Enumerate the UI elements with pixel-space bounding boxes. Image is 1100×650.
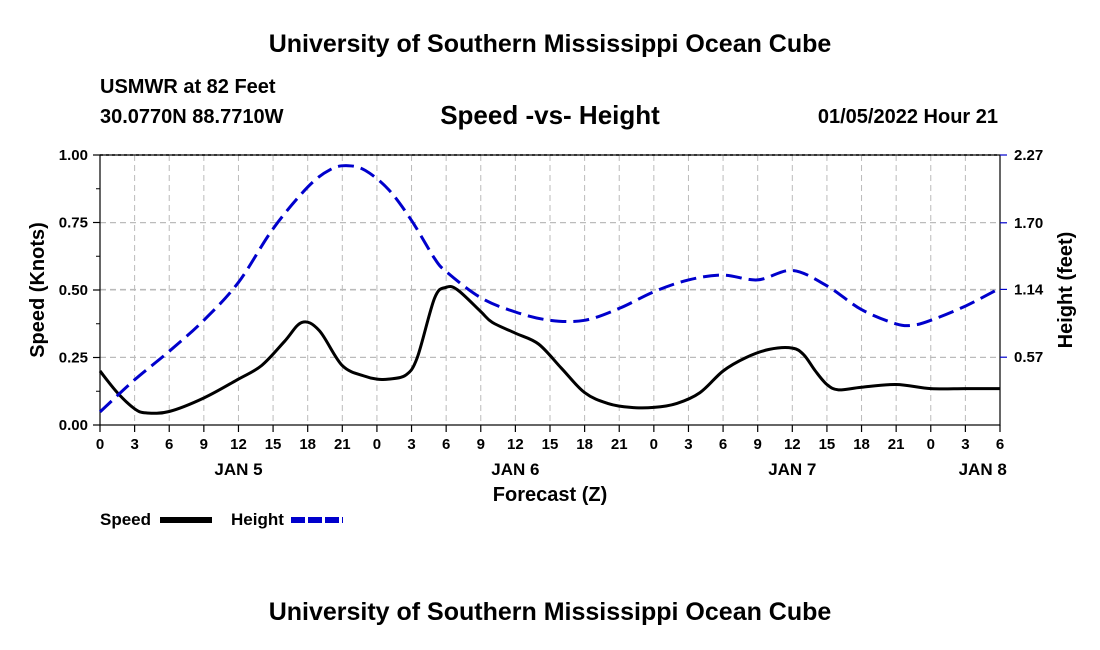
x-tick-label: 0 [927, 436, 935, 453]
height-series-line [98, 164, 1001, 414]
x-tick-label: 6 [996, 436, 1004, 453]
y2-tick-label: 1.14 [1014, 281, 1044, 298]
y-axis-label: Speed (Knots) [27, 222, 49, 358]
chart-title: University of Southern Mississippi Ocean… [268, 30, 832, 58]
coordinates-label: 30.0770N 88.7710W [100, 106, 284, 128]
x-tick-label: 12 [507, 436, 524, 453]
x-tick-label: 9 [754, 436, 762, 453]
x-tick-label: 3 [407, 436, 415, 453]
x-tick-label: 15 [542, 436, 559, 453]
date-label: JAN 5 [214, 460, 262, 479]
x-tick-label: 18 [576, 436, 593, 453]
date-label: JAN 6 [491, 460, 539, 479]
y-tick-label: 0.50 [59, 282, 88, 299]
x-tick-label: 18 [299, 436, 316, 453]
y-tick-label: 0.25 [59, 350, 88, 367]
grid [100, 155, 1000, 425]
y2-tick-label: 1.70 [1014, 215, 1043, 232]
y2-tick-label: 2.27 [1014, 147, 1043, 164]
date-label: JAN 7 [768, 460, 816, 479]
axes: 0 3 6 9 12 15 18 21 0 3 6 9 12 15 18 21 0 3 6 9 12 15 18 21 0 3 6 0… [59, 147, 1044, 479]
chart-subtitle: Speed -vs- Height [440, 100, 660, 130]
x-tick-label: 0 [96, 436, 104, 453]
y2-tick-label: 0.57 [1014, 349, 1043, 366]
footer-title: University of Southern Mississippi Ocean… [268, 598, 832, 626]
x-tick-label: 15 [265, 436, 282, 453]
y-tick-label: 0.75 [59, 215, 88, 232]
x-tick-label: 3 [130, 436, 138, 453]
axis-labels: Forecast (Z) Speed (Knots) Height (feet) [27, 222, 1077, 506]
y-tick-label: 1.00 [59, 147, 88, 164]
x-tick-label: 0 [650, 436, 658, 453]
x-tick-label: 6 [165, 436, 173, 453]
forecast-datetime: 01/05/2022 Hour 21 [817, 106, 998, 128]
x-tick-label: 9 [200, 436, 208, 453]
series-layer [98, 164, 1001, 415]
x-axis-label: Forecast (Z) [493, 484, 607, 506]
station-label: USMWR at 82 Feet [100, 76, 276, 98]
x-tick-label: 9 [477, 436, 485, 453]
x-tick-label: 21 [334, 436, 351, 453]
y-tick-label: 0.00 [59, 417, 88, 434]
x-tick-label: 15 [819, 436, 836, 453]
x-tick-label: 6 [442, 436, 450, 453]
legend-speed-label: Speed [100, 510, 151, 529]
y2-axis-label: Height (feet) [1055, 232, 1077, 349]
x-tick-label: 6 [719, 436, 727, 453]
x-tick-label: 0 [373, 436, 381, 453]
x-tick-label: 12 [230, 436, 247, 453]
date-label: JAN 8 [959, 460, 1007, 479]
x-tick-label: 18 [853, 436, 870, 453]
x-tick-label: 21 [611, 436, 628, 453]
x-tick-label: 3 [684, 436, 692, 453]
legend-height-label: Height [231, 510, 284, 529]
legend: Speed Height [100, 510, 343, 529]
x-tick-label: 12 [784, 436, 801, 453]
x-tick-label: 3 [961, 436, 969, 453]
x-tick-label: 21 [888, 436, 905, 453]
speed-series-line [98, 284, 1000, 415]
